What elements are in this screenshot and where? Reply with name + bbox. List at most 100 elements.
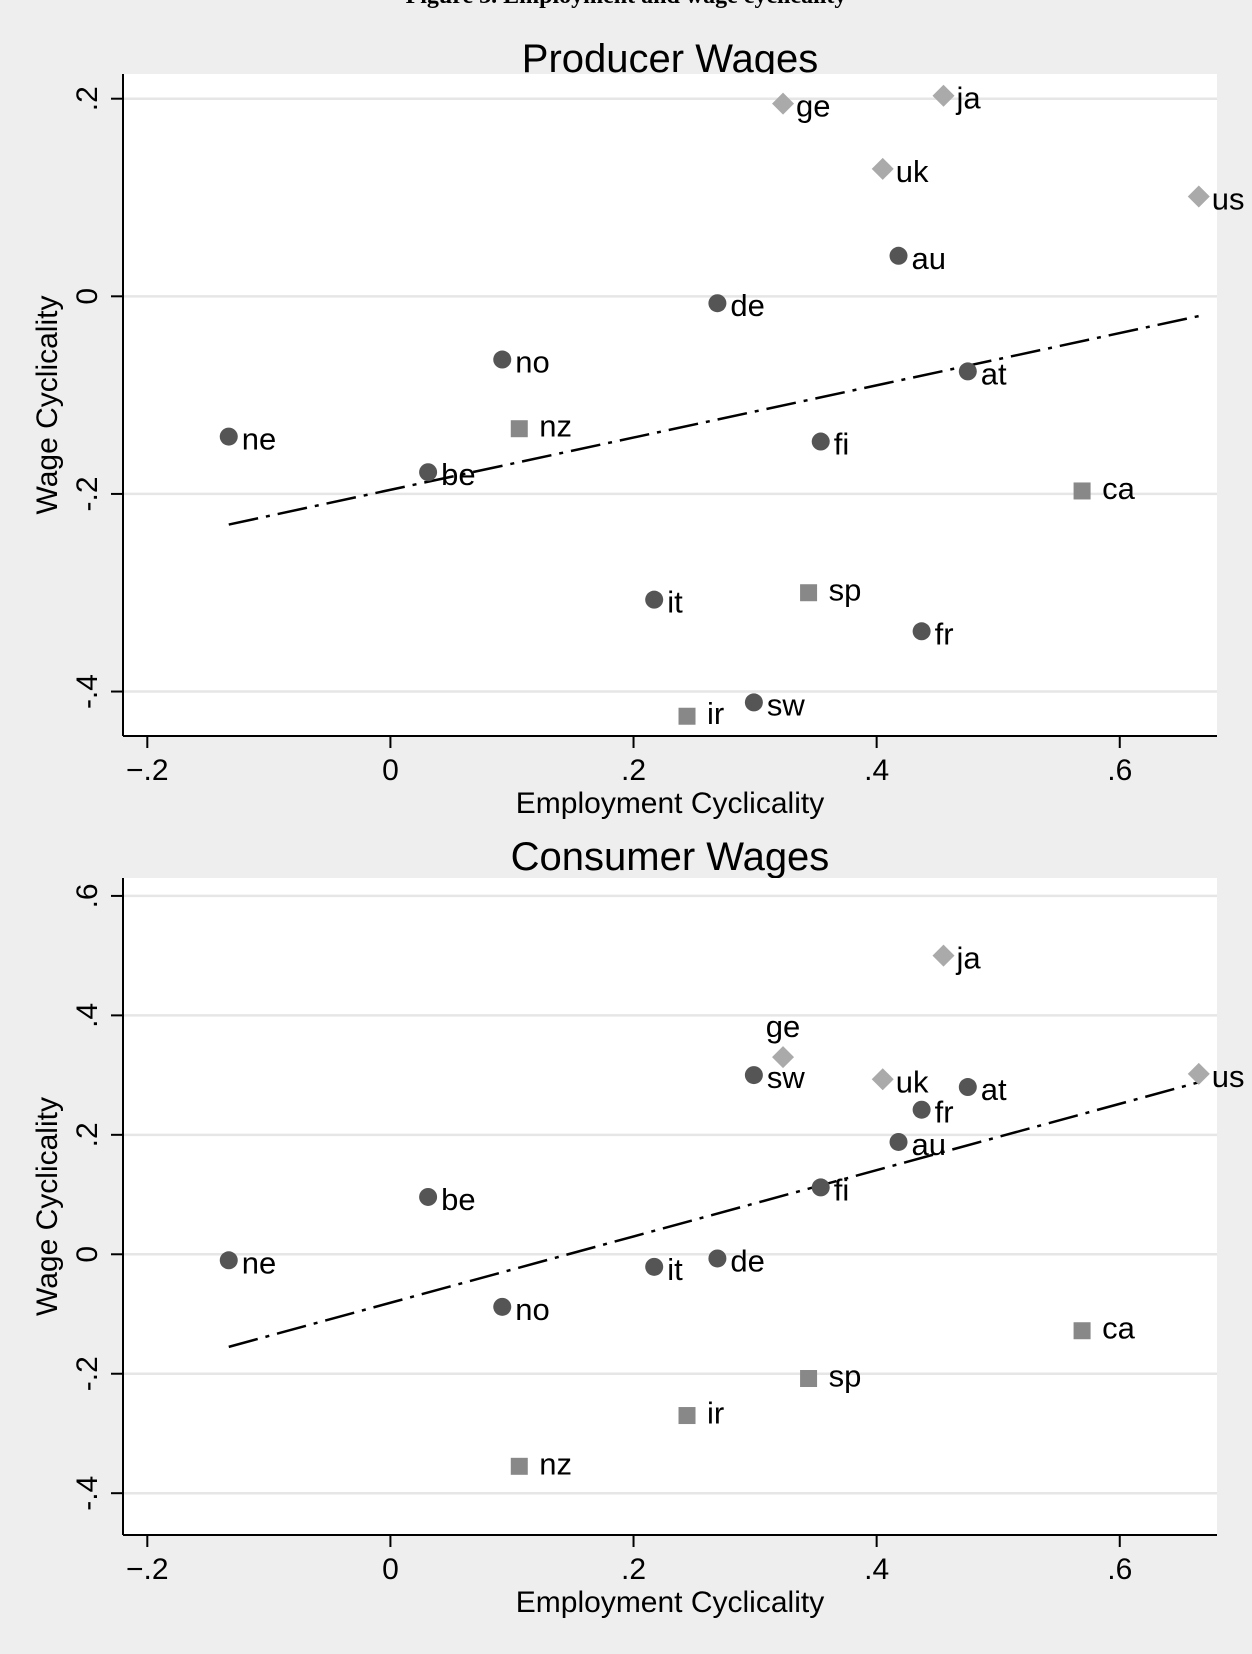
point-label: it (667, 585, 683, 620)
point-label: no (515, 345, 549, 380)
point-at (958, 1078, 977, 1097)
point-no (493, 350, 512, 369)
plot-area (123, 878, 1217, 1535)
point-us (1187, 185, 1210, 208)
y-tick-label: -.2 (71, 476, 104, 511)
fit-line (228, 1081, 1200, 1349)
y-axis-label: Wage Cyclicality (31, 296, 64, 515)
point-de (708, 1249, 727, 1268)
x-tick-label: .4 (864, 754, 889, 787)
point-label: us (1212, 1059, 1245, 1094)
point-sp (800, 584, 818, 602)
point-label: at (981, 356, 1007, 391)
point-nz (510, 1457, 528, 1475)
point-label: nz (539, 1446, 572, 1481)
point-label: au (912, 241, 946, 276)
point-label: uk (896, 154, 929, 189)
point-fr (912, 1100, 931, 1119)
consumer-wages-chart: Consumer Wages -.4 -.2 0 .2 .4 .6 −.2 0 .2 .4 .6 Emp… (31, 835, 1245, 1619)
point-nz (510, 420, 528, 438)
point-label: sw (767, 687, 806, 722)
point-label: ja (956, 941, 982, 976)
chart-title: Consumer Wages (511, 835, 830, 879)
point-no (493, 1297, 512, 1316)
plot-area (123, 74, 1217, 736)
point-us (1187, 1062, 1210, 1085)
point-au (889, 1132, 908, 1151)
y-tick-label: -.2 (71, 1356, 104, 1391)
point-label: sp (829, 573, 862, 608)
point-label: no (515, 1292, 549, 1327)
point-label: it (667, 1252, 683, 1287)
point-ca (1073, 1322, 1091, 1340)
x-tick-label: −.2 (126, 754, 169, 787)
point-label: sp (829, 1359, 862, 1394)
point-it (645, 1257, 664, 1276)
point-ge (772, 92, 795, 115)
point-label: de (730, 1243, 764, 1278)
point-label: ir (707, 1396, 724, 1431)
point-label: at (981, 1072, 1007, 1107)
point-label: ja (956, 81, 982, 116)
x-axis-label: Employment Cyclicality (516, 1586, 824, 1619)
point-au (889, 246, 908, 265)
point-sp (800, 1370, 818, 1388)
point-it (645, 590, 664, 609)
point-ja (932, 84, 955, 107)
point-fi (811, 432, 830, 451)
y-tick-label: 0 (71, 1246, 104, 1263)
point-label: ne (242, 422, 276, 457)
y-tick-label: 0 (71, 288, 104, 305)
y-tick-label: -.4 (71, 674, 104, 709)
point-label: fr (935, 1095, 954, 1130)
point-be (419, 463, 438, 482)
point-label: de (730, 288, 764, 323)
x-axis-label: Employment Cyclicality (516, 787, 824, 820)
y-tick-label: .2 (71, 86, 104, 111)
x-tick-label: .6 (1107, 754, 1132, 787)
point-ca (1073, 482, 1091, 500)
point-label: ge (766, 1009, 800, 1044)
y-tick-label: .2 (71, 1122, 104, 1147)
point-label: ca (1102, 471, 1136, 506)
y-tick-label: -.4 (71, 1476, 104, 1511)
y-axis-label: Wage Cyclicality (31, 1097, 64, 1316)
point-label: ge (796, 89, 830, 124)
point-label: fi (834, 427, 850, 462)
page-header: Figure 3. Employment and wage cyclicalit… (0, 0, 1252, 15)
x-tick-label: −.2 (126, 1553, 169, 1586)
point-be (419, 1187, 438, 1206)
x-tick-label: 0 (382, 1553, 399, 1586)
point-ir (678, 1407, 696, 1425)
point-label: us (1212, 182, 1245, 217)
point-fr (912, 622, 931, 641)
point-label: be (441, 1182, 475, 1217)
y-tick-label: .6 (71, 883, 104, 908)
fit-line (228, 314, 1200, 526)
point-label: be (441, 457, 475, 492)
point-sw (744, 693, 763, 712)
point-label: sw (767, 1060, 806, 1095)
point-uk (871, 1068, 894, 1091)
x-tick-label: .6 (1107, 1553, 1132, 1586)
point-de (708, 294, 727, 313)
point-label: nz (539, 409, 572, 444)
point-label: au (912, 1127, 946, 1162)
point-label: ne (242, 1245, 276, 1280)
point-sw (744, 1066, 763, 1085)
producer-wages-chart: Producer Wages -.4 -.2 0 .2 −.2 0 .2 .4 .6 Employm… (31, 37, 1245, 820)
point-label: fi (834, 1172, 850, 1207)
point-label: fr (935, 616, 954, 651)
point-at (958, 362, 977, 381)
point-label: uk (896, 1064, 929, 1099)
x-tick-label: .4 (864, 1553, 889, 1586)
chart-title: Producer Wages (522, 37, 818, 81)
x-tick-label: .2 (621, 754, 646, 787)
point-ne (219, 427, 238, 446)
point-label: ca (1102, 1311, 1136, 1346)
point-ne (219, 1251, 238, 1270)
x-tick-label: .2 (621, 1553, 646, 1586)
y-tick-label: .4 (71, 1003, 104, 1028)
point-ir (678, 707, 696, 725)
point-ja (932, 944, 955, 967)
